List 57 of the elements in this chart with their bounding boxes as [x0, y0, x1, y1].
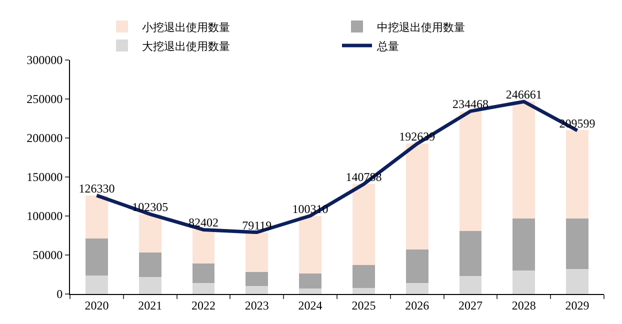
bar	[406, 250, 428, 284]
bar	[459, 276, 482, 294]
x-tick-label: 2020	[84, 298, 109, 312]
x-tick-label: 2022	[192, 298, 216, 312]
bar	[246, 272, 268, 286]
legend-label: 总量	[376, 40, 399, 53]
bar	[138, 252, 162, 277]
legend-label: 小挖退出使用数量	[142, 20, 230, 34]
bar	[566, 269, 589, 294]
y-tick-label: 300000	[26, 53, 63, 68]
bar	[246, 232, 268, 272]
bar	[352, 265, 375, 288]
x-tick-label: 2025	[352, 298, 376, 312]
x-tick-label: 2029	[565, 298, 590, 312]
bar	[406, 143, 428, 250]
bar	[192, 283, 215, 294]
legend-label: 大挖退出使用数量	[142, 40, 230, 53]
bar	[192, 230, 215, 264]
bar	[566, 218, 589, 270]
bar	[85, 238, 108, 276]
data-label: 246661	[506, 88, 542, 102]
data-label: 234468	[452, 97, 488, 112]
y-tick-label: 200000	[26, 131, 63, 146]
bar	[566, 130, 589, 218]
data-label: 82402	[188, 216, 218, 230]
bar	[512, 270, 536, 294]
bar	[299, 274, 322, 289]
x-tick-label: 2023	[244, 298, 269, 312]
y-tick-label: 100000	[26, 209, 63, 224]
data-label: 102305	[132, 200, 168, 214]
x-tick-label: 2028	[512, 298, 536, 312]
bar	[352, 288, 375, 294]
bar	[406, 283, 428, 294]
bar	[512, 101, 536, 218]
data-label: 126330	[78, 181, 115, 196]
bar	[85, 275, 108, 294]
bar	[192, 264, 215, 284]
bar	[85, 196, 108, 239]
bar	[459, 111, 482, 231]
y-tick-label: 250000	[26, 92, 63, 106]
y-tick-label: 150000	[26, 170, 63, 184]
x-tick-label: 2026	[405, 298, 430, 312]
bar	[138, 276, 162, 294]
x-tick-label: 2021	[138, 298, 162, 312]
x-tick-label: 2024	[298, 298, 322, 312]
bar	[299, 288, 322, 294]
bar	[299, 216, 322, 274]
bar	[352, 184, 375, 266]
y-tick-label: 0	[56, 287, 63, 302]
bar	[512, 218, 536, 271]
y-tick-label: 50000	[32, 248, 63, 262]
legend-label: 中挖退出使用数量	[377, 20, 465, 34]
x-tick-label: 2027	[458, 298, 482, 312]
data-label: 79119	[242, 218, 272, 232]
bar	[459, 230, 482, 276]
bar	[246, 286, 268, 294]
bar	[138, 214, 162, 253]
